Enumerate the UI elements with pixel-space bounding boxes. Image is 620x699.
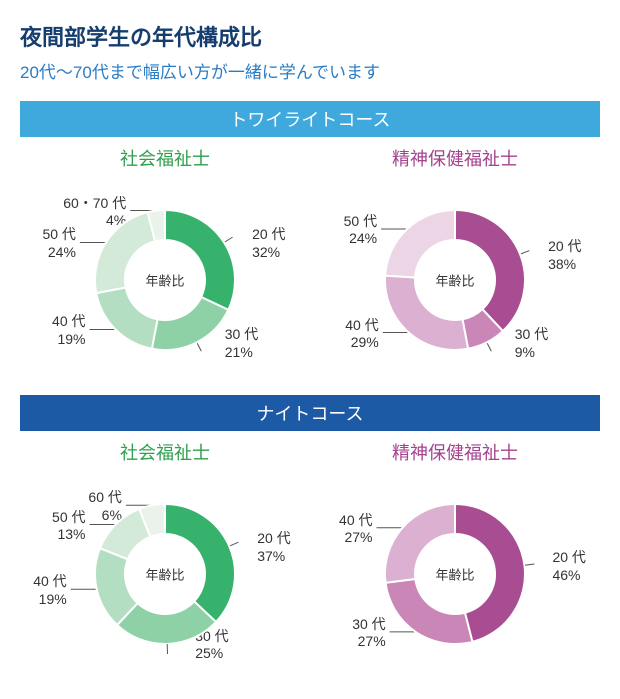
slice-pct: 13% <box>52 526 85 544</box>
slice-age: 50 代 <box>344 213 377 231</box>
chart-title: 精神保健福祉士 <box>310 439 600 465</box>
donut-slice <box>152 297 228 350</box>
donut-slice <box>165 210 235 310</box>
chart-title: 社会福祉士 <box>20 439 310 465</box>
chart-title: 精神保健福祉士 <box>310 145 600 171</box>
chart-area: 20 代38%30 代9%40 代29%50 代24%年齢比 <box>310 175 600 385</box>
chart-area: 20 代32%30 代21%40 代19%50 代24%60・70 代4%年齢比 <box>20 175 310 385</box>
slice-label: 20 代38% <box>548 238 581 273</box>
slice-pct: 19% <box>52 331 85 349</box>
donut-center-label: 年齢比 <box>435 271 474 290</box>
slice-age: 20 代 <box>548 238 581 256</box>
slice-label: 20 代46% <box>552 549 585 584</box>
page-subtitle: 20代〜70代まで幅広い方が一緒に学んでいます <box>20 58 600 83</box>
page-title: 夜間部学生の年代構成比 <box>20 20 600 52</box>
slice-age: 40 代 <box>339 512 372 530</box>
chart-area: 20 代37%30 代25%40 代19%50 代13%60 代6%年齢比 <box>20 469 310 679</box>
page: 夜間部学生の年代構成比 20代〜70代まで幅広い方が一緒に学んでいます トワイラ… <box>0 0 620 699</box>
slice-age: 40 代 <box>345 317 378 335</box>
donut-slice <box>386 579 473 644</box>
section-header: トワイライトコース <box>20 101 600 137</box>
chart-cell: 社会福祉士20 代32%30 代21%40 代19%50 代24%60・70 代… <box>20 145 310 385</box>
chart-cell: 社会福祉士20 代37%30 代25%40 代19%50 代13%60 代6%年… <box>20 439 310 679</box>
donut-center-label: 年齢比 <box>435 565 474 584</box>
chart-row: 社会福祉士20 代32%30 代21%40 代19%50 代24%60・70 代… <box>20 145 600 385</box>
chart-cell: 精神保健福祉士20 代38%30 代9%40 代29%50 代24%年齢比 <box>310 145 600 385</box>
slice-age: 40 代 <box>52 313 85 331</box>
slice-label: 40 代27% <box>339 512 372 547</box>
donut-center-label: 年齢比 <box>145 271 184 290</box>
slice-pct: 19% <box>33 591 66 609</box>
slice-label: 40 代19% <box>33 573 66 608</box>
slice-pct: 24% <box>42 244 75 262</box>
donut-center-label: 年齢比 <box>145 565 184 584</box>
slice-pct: 27% <box>339 529 372 547</box>
section-header: ナイトコース <box>20 395 600 431</box>
slice-age: 50 代 <box>52 509 85 527</box>
slice-pct: 25% <box>195 645 228 663</box>
chart-title: 社会福祉士 <box>20 145 310 171</box>
slice-pct: 38% <box>548 256 581 274</box>
donut-slice <box>385 210 455 277</box>
slice-pct: 32% <box>252 244 285 262</box>
slice-age: 30 代 <box>352 616 385 634</box>
slice-age: 20 代 <box>252 226 285 244</box>
slice-label: 40 代29% <box>345 317 378 352</box>
slice-pct: 29% <box>345 334 378 352</box>
donut-slice <box>96 287 157 348</box>
slice-label: 20 代32% <box>252 226 285 261</box>
slice-label: 50 代24% <box>344 213 377 248</box>
chart-cell: 精神保健福祉士20 代46%30 代27%40 代27%年齢比 <box>310 439 600 679</box>
donut-slice <box>165 504 235 622</box>
slice-age: 40 代 <box>33 573 66 591</box>
slice-age: 20 代 <box>257 530 290 548</box>
slice-label: 50 代13% <box>52 509 85 544</box>
chart-row: 社会福祉士20 代37%30 代25%40 代19%50 代13%60 代6%年… <box>20 439 600 679</box>
slice-label: 30 代27% <box>352 616 385 651</box>
slice-pct: 46% <box>552 567 585 585</box>
slice-label: 50 代24% <box>42 226 75 261</box>
slice-label: 20 代37% <box>257 530 290 565</box>
sections-container: トワイライトコース社会福祉士20 代32%30 代21%40 代19%50 代2… <box>20 101 600 679</box>
slice-pct: 37% <box>257 548 290 566</box>
slice-label: 40 代19% <box>52 313 85 348</box>
slice-pct: 27% <box>352 633 385 651</box>
slice-pct: 24% <box>344 230 377 248</box>
chart-area: 20 代46%30 代27%40 代27%年齢比 <box>310 469 600 679</box>
slice-age: 20 代 <box>552 549 585 567</box>
